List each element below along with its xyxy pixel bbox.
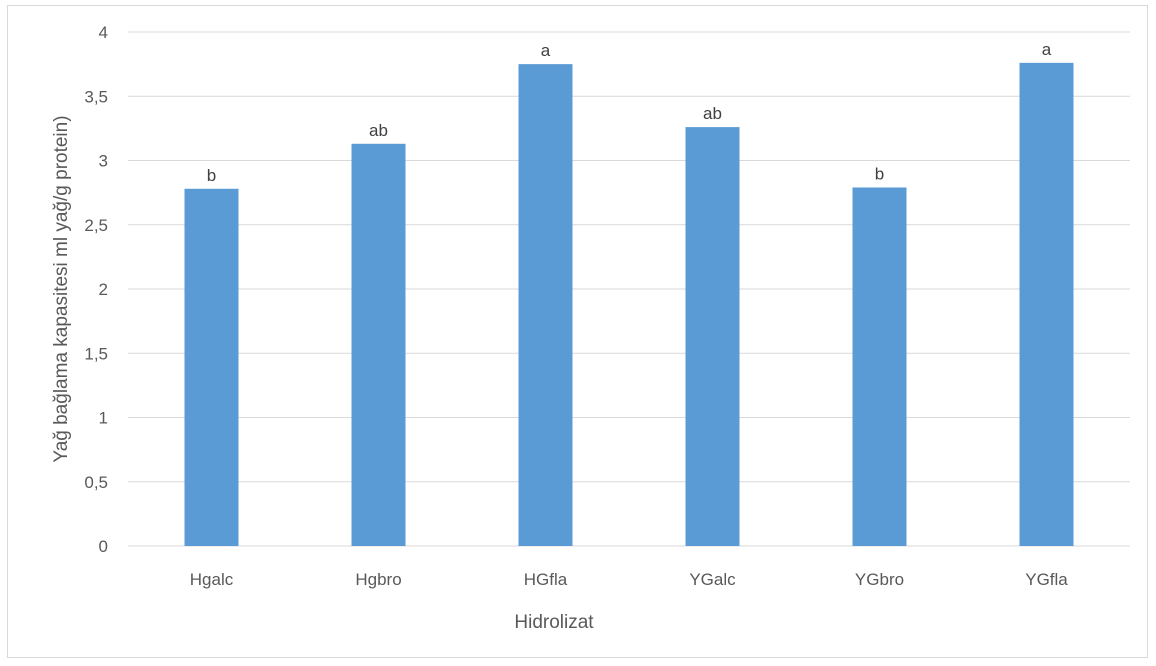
data-label: a xyxy=(1042,40,1052,59)
x-category-label: YGbro xyxy=(855,570,904,589)
bar xyxy=(852,187,907,547)
data-label: ab xyxy=(703,104,722,123)
x-category-label: Hgalc xyxy=(190,570,234,589)
y-axis-title: Yağ bağlama kapasitesi ml yağ/g protein) xyxy=(51,115,72,462)
bar xyxy=(184,188,239,546)
y-axis-ticks: 0 0,5 1 1,5 2 2,5 3 3,5 4 xyxy=(84,23,108,556)
bar xyxy=(518,64,573,546)
bars xyxy=(184,62,1074,547)
y-tick-label: 3 xyxy=(99,152,108,171)
x-category-label: Hgbro xyxy=(355,570,401,589)
x-axis-title: Hidrolizat xyxy=(514,612,594,633)
bar xyxy=(351,143,406,547)
data-label: ab xyxy=(369,121,388,140)
y-tick-label: 1 xyxy=(99,409,108,428)
bar xyxy=(1019,62,1074,547)
y-tick-label: 0,5 xyxy=(84,473,108,492)
y-tick-label: 4 xyxy=(99,23,108,42)
y-tick-label: 3,5 xyxy=(84,87,108,106)
y-tick-label: 0 xyxy=(99,537,108,556)
y-tick-label: 2,5 xyxy=(84,216,108,235)
y-tick-label: 2 xyxy=(99,280,108,299)
gridlines xyxy=(128,31,1130,547)
x-category-label: YGfla xyxy=(1025,570,1068,589)
bar xyxy=(685,127,740,546)
data-label: b xyxy=(875,164,884,183)
y-tick-label: 1,5 xyxy=(84,344,108,363)
data-label: b xyxy=(207,166,216,185)
data-label: a xyxy=(541,41,551,60)
x-category-label: YGalc xyxy=(689,570,736,589)
x-axis-categories: Hgalc Hgbro HGfla YGalc YGbro YGfla xyxy=(190,570,1069,589)
data-labels: b ab a ab b a xyxy=(207,40,1052,185)
x-category-label: HGfla xyxy=(524,570,568,589)
